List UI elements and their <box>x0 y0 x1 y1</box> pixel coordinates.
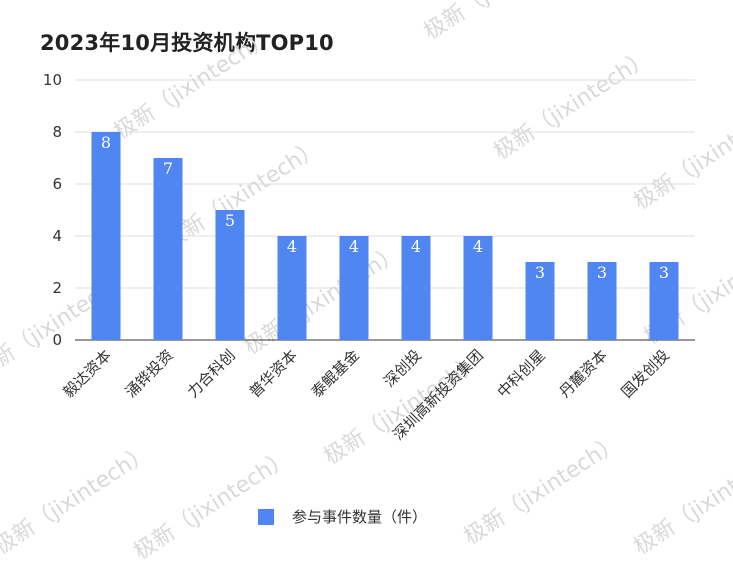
x-tick-label: 涌铧投资 <box>122 346 177 401</box>
y-tick-label: 8 <box>52 123 62 141</box>
bar <box>525 262 555 340</box>
watermark-text: 极新（jixintech） <box>460 430 626 550</box>
y-tick-label: 6 <box>52 175 62 193</box>
bars <box>91 132 679 340</box>
data-label: 3 <box>535 263 545 282</box>
watermark-text: 极新（jixintech） <box>0 0 115 25</box>
bar <box>91 132 121 340</box>
bar <box>277 236 307 340</box>
watermark-text: 极新（jixintech） <box>490 45 656 165</box>
bar <box>339 236 369 340</box>
bar <box>649 262 679 340</box>
y-tick-label: 4 <box>52 227 62 245</box>
data-label: 3 <box>659 263 669 282</box>
x-tick-label: 丹麓资本 <box>556 346 611 401</box>
data-labels: 8 7 5 4 4 4 4 3 3 3 <box>101 133 669 282</box>
legend: 参与事件数量（件） <box>258 506 427 527</box>
data-label: 3 <box>597 263 607 282</box>
bar <box>587 262 617 340</box>
y-tick-label: 10 <box>43 71 62 89</box>
data-label: 8 <box>101 133 111 152</box>
chart-title: 2023年10月投资机构TOP10 <box>40 31 334 55</box>
data-label: 5 <box>225 211 235 230</box>
data-label: 7 <box>163 159 173 178</box>
x-tick-label: 国发创投 <box>618 346 673 401</box>
bar <box>463 236 493 340</box>
data-label: 4 <box>411 237 421 256</box>
watermark-text: 极新（jixintech） <box>420 0 586 45</box>
bar <box>153 158 183 340</box>
data-label: 4 <box>287 237 297 256</box>
legend-label: 参与事件数量（件） <box>292 508 428 526</box>
watermark-text: 极新（jixintech） <box>110 25 276 145</box>
x-tick-label: 泰鲲基金 <box>308 346 363 401</box>
data-label: 4 <box>349 237 359 256</box>
x-tick-label: 中科创星 <box>494 346 549 401</box>
y-tick-label: 0 <box>52 331 62 349</box>
x-tick-label: 毅达资本 <box>60 346 115 401</box>
watermark-text: 极新（jixintech） <box>630 440 733 560</box>
y-tick-label: 2 <box>52 279 62 297</box>
x-tick-label: 力合科创 <box>184 346 239 401</box>
bar <box>215 210 245 340</box>
legend-swatch <box>258 508 274 525</box>
y-axis-ticks: 0 2 4 6 8 10 <box>43 71 62 349</box>
watermark-text: 极新（jixintech） <box>630 95 733 215</box>
bar <box>401 236 431 340</box>
watermark-text: 极新（jixintech） <box>240 240 406 360</box>
data-label: 4 <box>473 237 483 256</box>
